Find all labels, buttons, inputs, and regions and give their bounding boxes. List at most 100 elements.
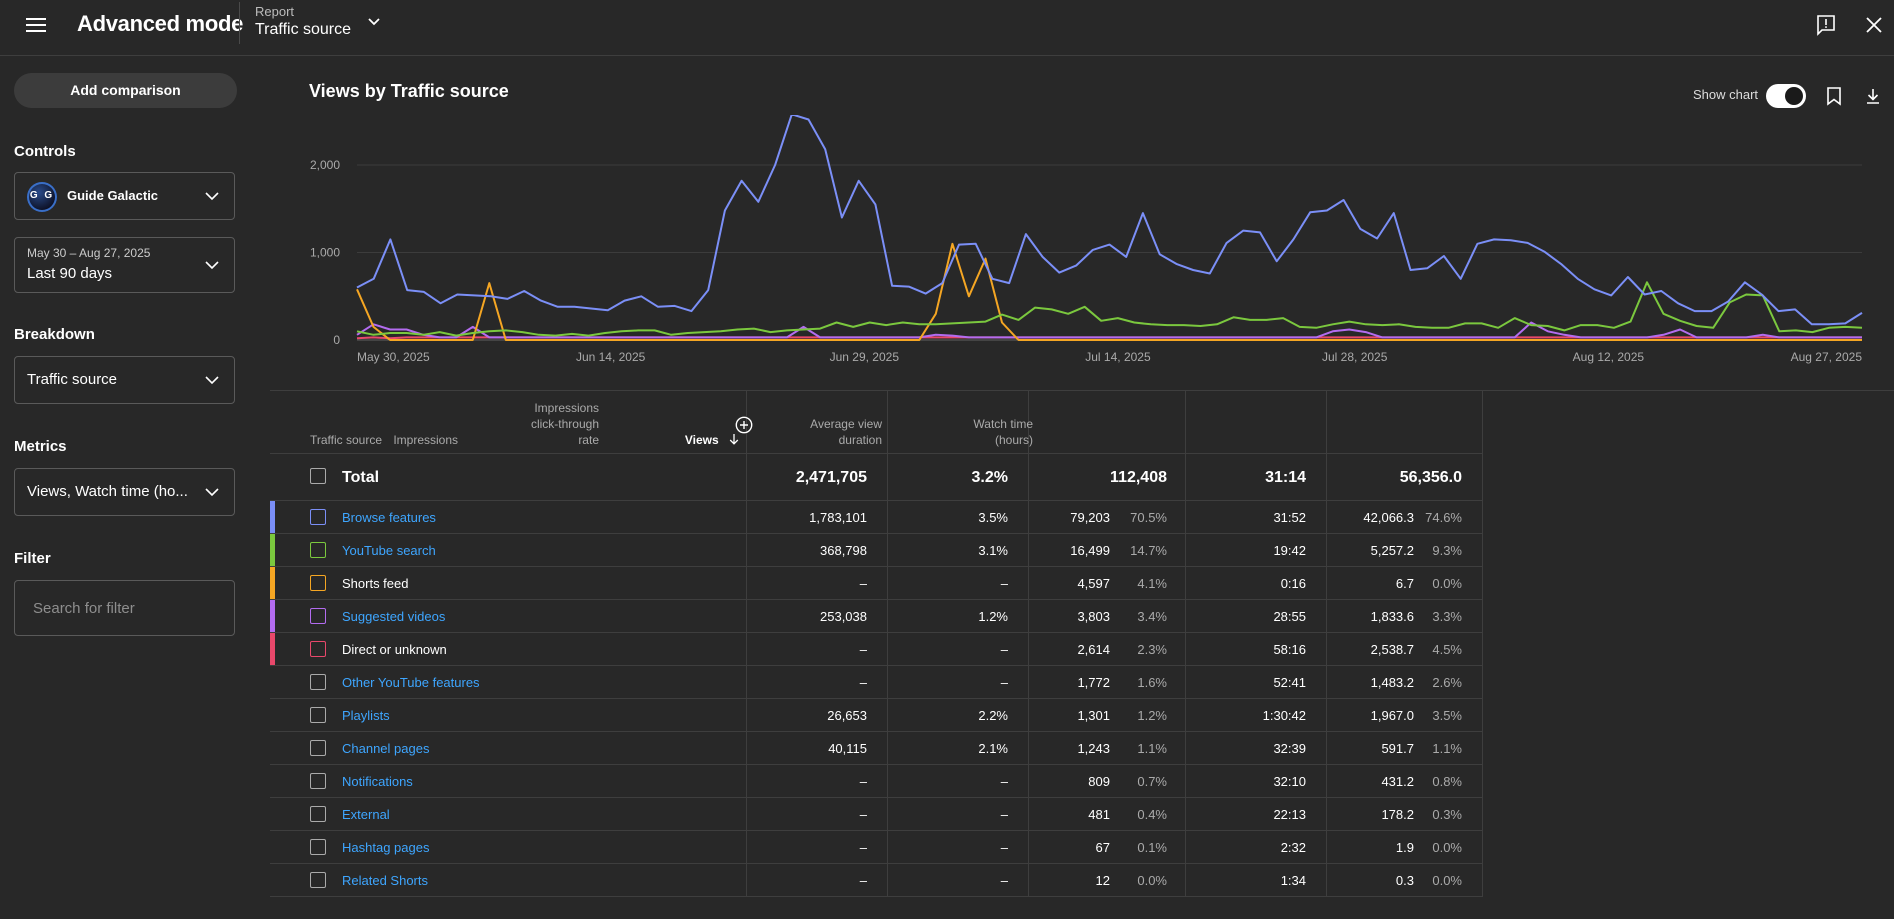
row-checkbox[interactable] bbox=[310, 542, 326, 558]
breakdown-selector[interactable]: Traffic source bbox=[14, 356, 235, 404]
total-avd: 31:14 bbox=[1265, 469, 1306, 486]
header-watch-line: (hours) bbox=[994, 433, 1033, 447]
add-comparison-button[interactable]: Add comparison bbox=[14, 73, 237, 108]
controls-heading: Controls bbox=[14, 143, 76, 160]
views-value: 4,597 bbox=[1077, 576, 1110, 591]
traffic-source-name[interactable]: Related Shorts bbox=[342, 873, 428, 888]
chevron-down-icon bbox=[205, 488, 219, 497]
views-percent: 3.4% bbox=[1137, 609, 1167, 624]
channel-selector[interactable]: G G Guide Galactic bbox=[14, 172, 235, 220]
watch-time-value: 1,967.0 bbox=[1370, 708, 1414, 723]
views-percent: 1.1% bbox=[1137, 741, 1167, 756]
traffic-source-name[interactable]: YouTube search bbox=[342, 543, 436, 558]
ctr-value: 2.1% bbox=[978, 741, 1008, 756]
header-views[interactable]: Views bbox=[685, 432, 740, 448]
series-line-youtube-search bbox=[356, 281, 1863, 337]
series-line-suggested-videos bbox=[356, 321, 1862, 339]
views-percent: 1.6% bbox=[1137, 675, 1167, 690]
date-range-selector[interactable]: May 30 – Aug 27, 2025 Last 90 days bbox=[14, 237, 235, 293]
views-value: 1,243 bbox=[1077, 741, 1110, 756]
views-percent: 2.3% bbox=[1137, 642, 1167, 657]
breakdown-value: Traffic source bbox=[27, 371, 118, 388]
row-checkbox[interactable] bbox=[310, 641, 326, 657]
filter-search-input[interactable]: Search for filter bbox=[14, 580, 235, 636]
row-checkbox[interactable] bbox=[310, 740, 326, 756]
total-impressions: 2,471,705 bbox=[795, 469, 867, 486]
watch-time-value: 42,066.3 bbox=[1363, 510, 1414, 525]
ctr-value: – bbox=[1000, 774, 1008, 789]
header-ctr-line: click-through bbox=[530, 417, 599, 431]
hamburger-menu-icon[interactable] bbox=[22, 12, 50, 38]
traffic-source-name[interactable]: Channel pages bbox=[342, 741, 430, 756]
app-title: Advanced mode bbox=[77, 11, 244, 36]
table-row: Browse features 1,783,101 3.5% 79,203 70.5% 3… bbox=[270, 500, 1482, 534]
header-average-view-duration[interactable]: Average view duration bbox=[810, 416, 882, 448]
traffic-source-name[interactable]: External bbox=[342, 807, 390, 822]
table-row: Related Shorts – – 12 0.0% 1:34 0.3 0.0% bbox=[270, 863, 1482, 897]
table-row: Other YouTube features – – 1,772 1.6% 52:41 1,… bbox=[270, 665, 1482, 699]
watch-time-percent: 74.6% bbox=[1425, 510, 1462, 525]
download-icon[interactable] bbox=[1863, 85, 1883, 107]
watch-time-percent: 0.8% bbox=[1432, 774, 1462, 789]
chevron-down-icon[interactable] bbox=[364, 12, 384, 32]
impressions-value: 253,038 bbox=[820, 609, 867, 624]
table-row: Playlists 26,653 2.2% 1,301 1.2% 1:30:42 1,967… bbox=[270, 698, 1482, 732]
bookmark-icon[interactable] bbox=[1823, 85, 1845, 107]
watch-time-percent: 4.5% bbox=[1432, 642, 1462, 657]
y-tick-label: 2,000 bbox=[310, 158, 340, 172]
filter-heading: Filter bbox=[14, 550, 51, 567]
date-range-label: Last 90 days bbox=[27, 265, 113, 282]
header-watch-time[interactable]: Watch time (hours) bbox=[973, 416, 1033, 448]
report-label: Report bbox=[255, 4, 295, 19]
row-checkbox[interactable] bbox=[310, 575, 326, 591]
arrow-down-icon bbox=[729, 434, 739, 445]
report-selector[interactable]: Traffic source bbox=[255, 21, 352, 38]
traffic-source-name[interactable]: Playlists bbox=[342, 708, 390, 723]
watch-time-value: 5,257.2 bbox=[1370, 543, 1414, 558]
watch-time-value: 431.2 bbox=[1381, 774, 1414, 789]
ctr-value: – bbox=[1000, 873, 1008, 888]
show-chart-label: Show chart bbox=[1693, 87, 1759, 102]
close-icon[interactable] bbox=[1862, 13, 1886, 37]
column-divider bbox=[1028, 391, 1029, 897]
avd-value: 31:52 bbox=[1273, 510, 1306, 525]
traffic-source-name[interactable]: Notifications bbox=[342, 774, 413, 789]
total-watch-time: 56,356.0 bbox=[1399, 469, 1462, 486]
show-chart-toggle[interactable] bbox=[1766, 84, 1806, 108]
header-ctr[interactable]: Impressions click-through rate bbox=[531, 400, 599, 448]
row-checkbox[interactable] bbox=[310, 509, 326, 525]
add-column-icon[interactable] bbox=[735, 416, 753, 434]
metrics-heading: Metrics bbox=[14, 438, 67, 455]
row-checkbox[interactable] bbox=[310, 872, 326, 888]
feedback-icon[interactable] bbox=[1814, 13, 1838, 37]
traffic-source-name[interactable]: Other YouTube features bbox=[342, 675, 480, 690]
watch-time-percent: 0.0% bbox=[1432, 840, 1462, 855]
avd-value: 1:30:42 bbox=[1262, 708, 1306, 723]
ctr-value: – bbox=[1000, 576, 1008, 591]
column-divider bbox=[1185, 391, 1186, 897]
row-checkbox[interactable] bbox=[310, 707, 326, 723]
metrics-selector[interactable]: Views, Watch time (ho... bbox=[14, 468, 235, 516]
row-checkbox[interactable] bbox=[310, 773, 326, 789]
row-checkbox[interactable] bbox=[310, 839, 326, 855]
divider bbox=[239, 2, 240, 44]
impressions-value: – bbox=[859, 675, 867, 690]
views-value: 2,614 bbox=[1077, 642, 1110, 657]
series-color-bar bbox=[270, 633, 275, 666]
y-tick-label: 1,000 bbox=[310, 246, 340, 260]
total-row: Total 2,471,705 3.2% 112,408 31:14 56,35… bbox=[270, 453, 1482, 501]
traffic-source-name[interactable]: Suggested videos bbox=[342, 609, 446, 624]
traffic-source-name[interactable]: Hashtag pages bbox=[342, 840, 430, 855]
row-checkbox[interactable] bbox=[310, 608, 326, 624]
chevron-down-icon bbox=[205, 376, 219, 385]
traffic-source-name[interactable]: Browse features bbox=[342, 510, 436, 525]
table-row: Channel pages 40,115 2.1% 1,243 1.1% 32:39 591… bbox=[270, 731, 1482, 765]
breakdown-heading: Breakdown bbox=[14, 326, 95, 343]
row-checkbox[interactable] bbox=[310, 674, 326, 690]
views-value: 16,499 bbox=[1070, 543, 1110, 558]
filter-placeholder: Search for filter bbox=[33, 600, 135, 617]
total-checkbox[interactable] bbox=[310, 468, 326, 484]
channel-name: Guide Galactic bbox=[67, 188, 159, 203]
row-checkbox[interactable] bbox=[310, 806, 326, 822]
header-impressions[interactable]: Impressions bbox=[393, 433, 458, 447]
